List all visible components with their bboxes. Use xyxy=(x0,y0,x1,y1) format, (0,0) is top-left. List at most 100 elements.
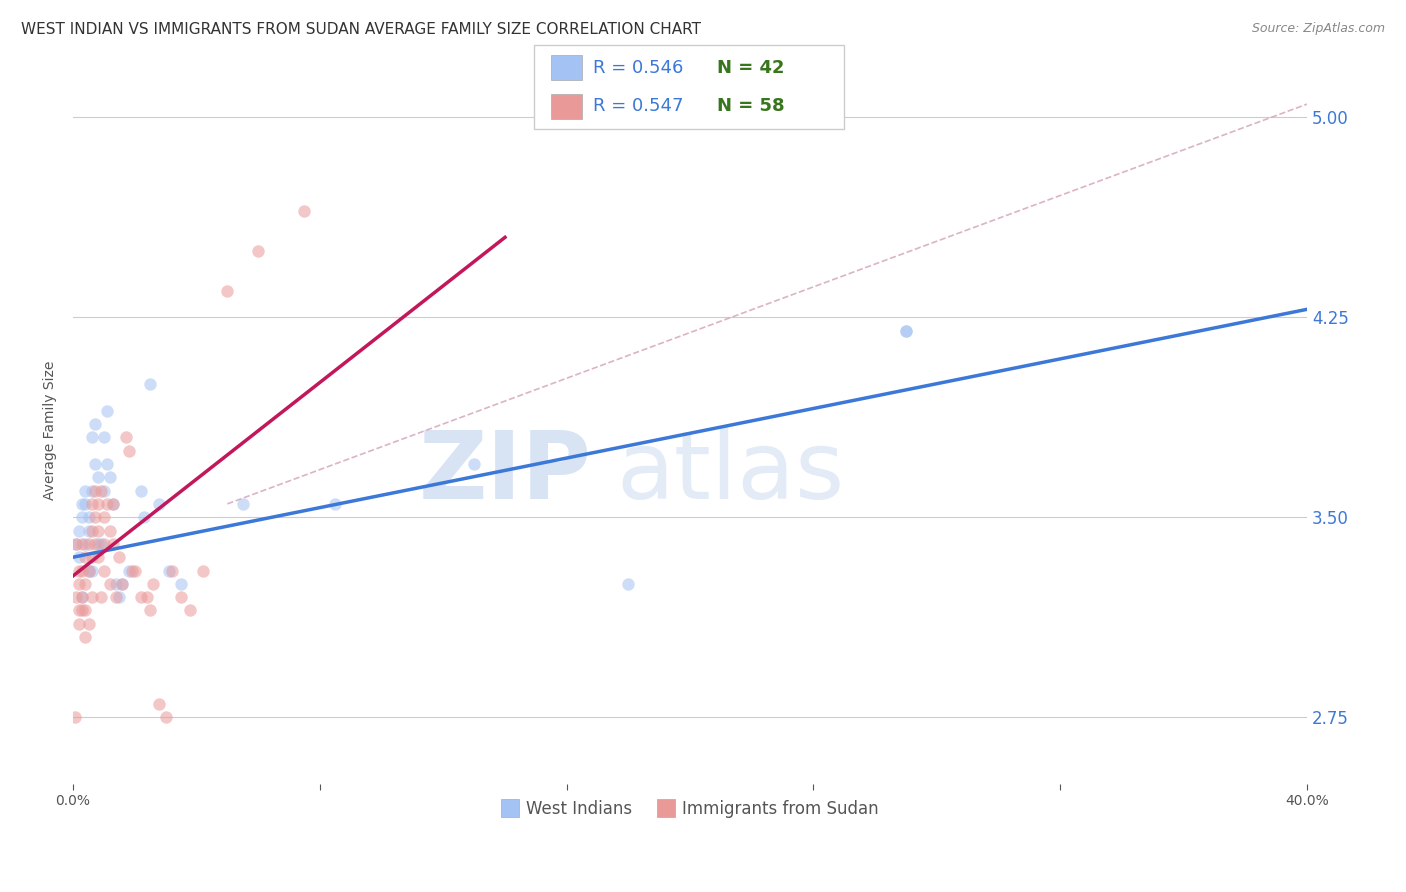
Point xyxy=(80,430,103,444)
Text: atlas: atlas xyxy=(616,427,844,519)
Point xyxy=(103,497,125,511)
Point xyxy=(83,537,105,551)
Point xyxy=(103,537,125,551)
Point xyxy=(117,564,139,578)
Point xyxy=(80,550,103,565)
Point xyxy=(121,564,143,578)
Point xyxy=(90,483,112,498)
Point xyxy=(108,550,131,565)
Point xyxy=(87,537,110,551)
Point xyxy=(80,483,103,498)
Point xyxy=(294,203,316,218)
Point xyxy=(72,537,94,551)
Point xyxy=(894,324,917,338)
Point xyxy=(75,537,97,551)
Point xyxy=(67,603,90,617)
Point xyxy=(108,590,131,604)
Point xyxy=(75,603,97,617)
Point xyxy=(93,483,115,498)
Text: ZIP: ZIP xyxy=(419,427,592,519)
Point xyxy=(93,510,115,524)
Point xyxy=(75,550,97,565)
Y-axis label: Average Family Size: Average Family Size xyxy=(44,361,58,500)
Text: R = 0.546: R = 0.546 xyxy=(593,59,683,77)
Point xyxy=(67,524,90,538)
Point xyxy=(80,524,103,538)
Point xyxy=(179,603,201,617)
Point xyxy=(77,537,100,551)
Point xyxy=(75,497,97,511)
Point xyxy=(124,564,146,578)
Point xyxy=(129,483,152,498)
Point xyxy=(98,470,121,484)
Point xyxy=(323,497,346,511)
Point xyxy=(155,710,177,724)
Point xyxy=(894,324,917,338)
Point xyxy=(67,550,90,565)
Point xyxy=(117,443,139,458)
Point xyxy=(111,577,134,591)
Point xyxy=(67,577,90,591)
Point xyxy=(80,497,103,511)
Point xyxy=(80,590,103,604)
Point xyxy=(80,564,103,578)
Point xyxy=(67,616,90,631)
Point xyxy=(87,524,110,538)
Point xyxy=(72,603,94,617)
Point xyxy=(139,603,162,617)
Point xyxy=(65,537,87,551)
Point xyxy=(65,537,87,551)
Text: N = 58: N = 58 xyxy=(717,97,785,115)
Legend: West Indians, Immigrants from Sudan: West Indians, Immigrants from Sudan xyxy=(495,794,886,825)
Point xyxy=(72,564,94,578)
Point xyxy=(170,577,193,591)
Point xyxy=(93,537,115,551)
Point xyxy=(463,457,485,471)
Point xyxy=(83,510,105,524)
Point xyxy=(160,564,183,578)
Text: WEST INDIAN VS IMMIGRANTS FROM SUDAN AVERAGE FAMILY SIZE CORRELATION CHART: WEST INDIAN VS IMMIGRANTS FROM SUDAN AVE… xyxy=(21,22,702,37)
Point xyxy=(77,564,100,578)
Point xyxy=(148,697,170,711)
Point xyxy=(114,430,136,444)
Point xyxy=(105,577,128,591)
Point xyxy=(75,630,97,644)
Point xyxy=(129,590,152,604)
Point xyxy=(65,590,87,604)
Point xyxy=(96,497,118,511)
Point xyxy=(170,590,193,604)
Point xyxy=(98,524,121,538)
Point xyxy=(132,510,155,524)
Point xyxy=(67,564,90,578)
Point xyxy=(93,564,115,578)
Point xyxy=(75,483,97,498)
Point xyxy=(105,590,128,604)
Point xyxy=(617,577,640,591)
Point xyxy=(87,497,110,511)
Point xyxy=(96,403,118,417)
Point xyxy=(83,417,105,431)
Point xyxy=(90,537,112,551)
Point xyxy=(98,577,121,591)
Point xyxy=(72,510,94,524)
Text: R = 0.547: R = 0.547 xyxy=(593,97,683,115)
Point xyxy=(77,564,100,578)
Point xyxy=(77,510,100,524)
Text: N = 42: N = 42 xyxy=(717,59,785,77)
Point xyxy=(142,577,165,591)
Point xyxy=(87,550,110,565)
Point xyxy=(75,577,97,591)
Point xyxy=(93,430,115,444)
Point xyxy=(157,564,180,578)
Point xyxy=(72,497,94,511)
Point xyxy=(139,376,162,391)
Point xyxy=(191,564,214,578)
Point xyxy=(96,457,118,471)
Point xyxy=(83,457,105,471)
Point xyxy=(103,497,125,511)
Point xyxy=(87,470,110,484)
Point xyxy=(217,284,239,298)
Point xyxy=(83,483,105,498)
Point xyxy=(247,244,270,258)
Point xyxy=(72,590,94,604)
